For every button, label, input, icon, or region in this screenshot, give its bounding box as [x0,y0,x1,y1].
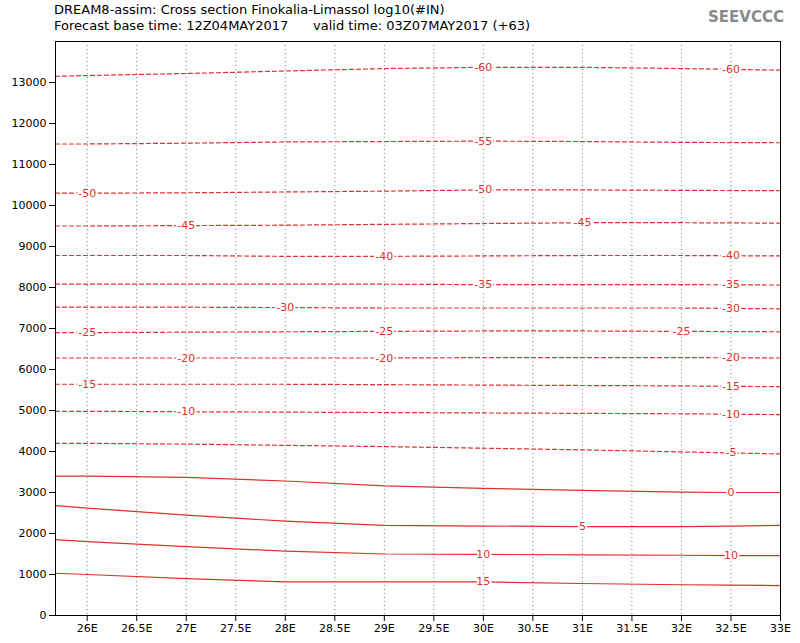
svg-text:12000: 12000 [12,117,47,130]
svg-text:-25: -25 [672,325,690,338]
svg-text:4000: 4000 [19,445,47,458]
svg-text:-50: -50 [474,183,492,196]
svg-text:-15: -15 [722,380,740,393]
svg-text:7000: 7000 [19,322,47,335]
svg-text:-60: -60 [722,63,740,76]
svg-text:0: 0 [40,609,47,622]
svg-text:10: 10 [724,549,738,562]
svg-text:-55: -55 [474,135,492,148]
svg-text:-10: -10 [722,408,740,421]
svg-text:10: 10 [476,548,490,561]
svg-text:-50: -50 [78,187,96,200]
svg-text:-20: -20 [375,352,393,365]
svg-text:-40: -40 [375,250,393,263]
svg-text:-20: -20 [722,351,740,364]
svg-text:27.5E: 27.5E [220,622,251,635]
svg-text:-60: -60 [474,61,492,74]
svg-text:8000: 8000 [19,281,47,294]
svg-text:5: 5 [579,520,586,533]
svg-text:31.5E: 31.5E [616,622,647,635]
svg-text:1000: 1000 [19,568,47,581]
svg-text:33E: 33E [770,622,791,635]
svg-text:-45: -45 [573,216,591,229]
svg-text:28E: 28E [275,622,296,635]
svg-text:5000: 5000 [19,404,47,417]
svg-text:-35: -35 [474,278,492,291]
svg-text:3000: 3000 [19,486,47,499]
html-text:DREAM8-assim: Cross section Fi: DREAM8-assim: Cross section Finokalia-Li… [54,2,445,17]
svg-text:-40: -40 [722,249,740,262]
svg-text:-30: -30 [722,302,740,315]
svg-text:-20: -20 [177,352,195,365]
svg-text:-15: -15 [78,378,96,391]
svg-text:11000: 11000 [12,158,47,171]
svg-text:-5: -5 [725,446,736,459]
html-text:SEEVCCC: SEEVCCC [708,8,784,26]
svg-text:15: 15 [476,575,490,588]
svg-text:-35: -35 [722,278,740,291]
svg-text:2000: 2000 [19,527,47,540]
svg-text:-45: -45 [177,219,195,232]
svg-text:13000: 13000 [12,76,47,89]
svg-text:26.5E: 26.5E [121,622,152,635]
svg-text:-25: -25 [78,326,96,339]
svg-text:30E: 30E [473,622,494,635]
svg-text:26E: 26E [77,622,98,635]
svg-text:29.5E: 29.5E [418,622,449,635]
svg-text:31E: 31E [572,622,593,635]
svg-text:-25: -25 [375,325,393,338]
svg-text:32.5E: 32.5E [715,622,746,635]
svg-text:0: 0 [727,486,734,499]
svg-text:27E: 27E [176,622,197,635]
html-text:Forecast base time: 12Z04MAY20: Forecast base time: 12Z04MAY2017 valid t… [54,18,530,33]
svg-text:-10: -10 [177,405,195,418]
svg-text:6000: 6000 [19,363,47,376]
svg-text:9000: 9000 [19,240,47,253]
svg-text:28.5E: 28.5E [319,622,350,635]
svg-text:10000: 10000 [12,199,47,212]
svg-text:29E: 29E [374,622,395,635]
svg-text:30.5E: 30.5E [517,622,548,635]
svg-text:32E: 32E [671,622,692,635]
svg-text:-30: -30 [276,301,294,314]
